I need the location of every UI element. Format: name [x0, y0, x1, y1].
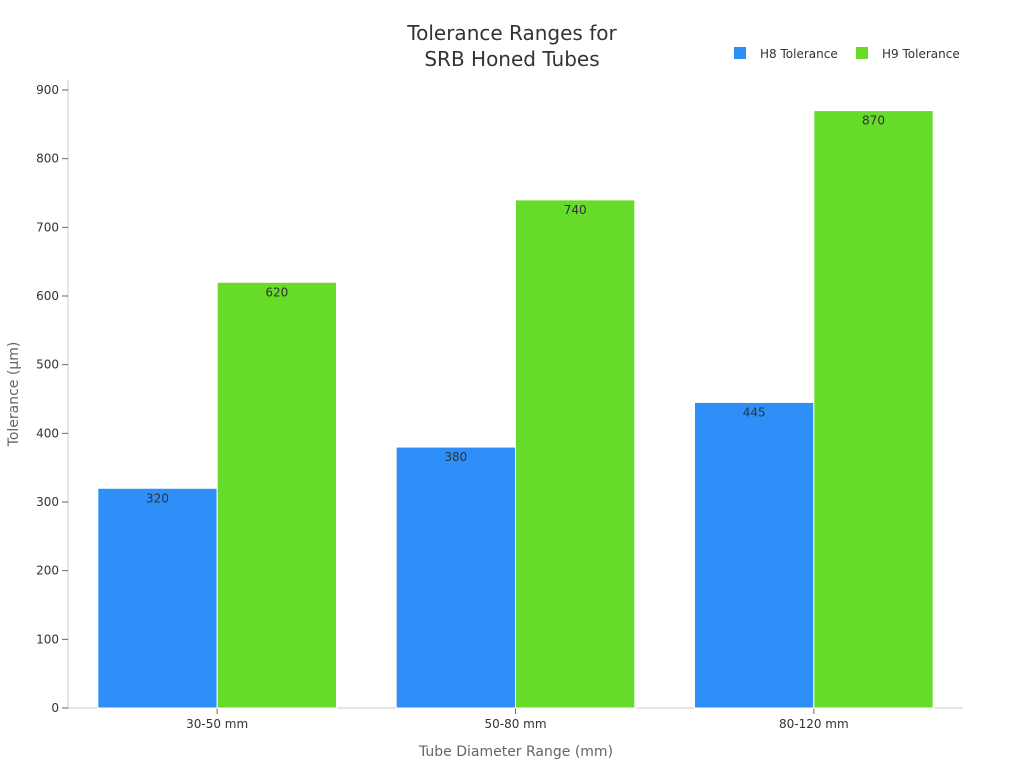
x-axis-label: Tube Diameter Range (mm): [418, 744, 613, 760]
y-tick-label: 200: [36, 564, 59, 578]
data-label: 320: [146, 491, 169, 505]
bar-h8-2: [395, 446, 516, 709]
x-tick-label: 30-50 mm: [186, 717, 248, 731]
x-tick-label: 50-80 mm: [484, 717, 546, 731]
y-tick-label: 500: [36, 358, 59, 372]
data-label: 870: [862, 114, 885, 128]
bars: [97, 110, 934, 709]
data-label: 740: [564, 203, 587, 217]
legend-label: H9 Tolerance: [882, 47, 960, 61]
y-tick-label: 600: [36, 289, 59, 303]
y-tick-label: 0: [51, 701, 59, 715]
bar-h8-1: [97, 487, 218, 709]
legend-swatch: [856, 47, 868, 59]
data-label: 445: [743, 405, 766, 419]
y-tick-label: 400: [36, 426, 59, 440]
y-tick-label: 800: [36, 152, 59, 166]
bar-h9-2: [515, 199, 636, 709]
data-label: 380: [444, 450, 467, 464]
y-tick-label: 100: [36, 632, 59, 646]
y-axis: 0 100 200 300 400 500 600 700 800 900: [36, 80, 69, 715]
y-tick-label: 700: [36, 220, 59, 234]
x-tick-label: 80-120 mm: [779, 717, 849, 731]
y-tick-label: 900: [36, 83, 59, 97]
legend: H8 Tolerance H9 Tolerance: [734, 47, 960, 61]
bar-h9-3: [813, 110, 934, 709]
bar-h9-1: [216, 281, 338, 709]
y-tick-label: 300: [36, 495, 59, 509]
data-labels: 320 620 380 740 445 870: [146, 114, 885, 506]
legend-label: H8 Tolerance: [760, 47, 838, 61]
chart-title-line-2: SRB Honed Tubes: [424, 47, 599, 71]
legend-swatch: [734, 47, 746, 59]
data-label: 620: [265, 285, 288, 299]
legend-item[interactable]: H9 Tolerance: [856, 47, 960, 61]
bar-h8-3: [694, 401, 815, 709]
chart-title-line-1: Tolerance Ranges for: [406, 21, 617, 45]
y-axis-label: Tolerance (µm): [6, 342, 22, 448]
x-axis: 30-50 mm 50-80 mm 80-120 mm: [68, 707, 963, 731]
legend-item[interactable]: H8 Tolerance: [734, 47, 838, 61]
chart-title: Tolerance Ranges for SRB Honed Tubes: [406, 21, 617, 71]
